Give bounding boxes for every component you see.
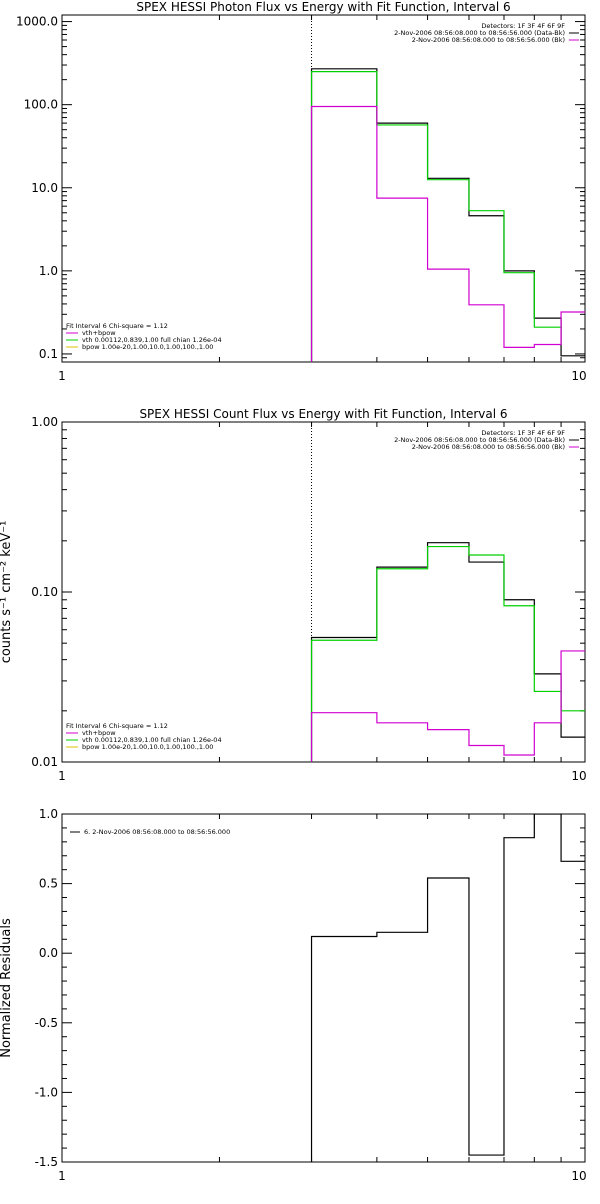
y-tick-label: -1.5: [35, 1155, 58, 1169]
chart-panel-1: SPEX HESSI Photon Flux vs Energy with Fi…: [16, 0, 587, 383]
legend-top-text: Detectors: 1F 3F 4F 6F 9F: [481, 22, 565, 30]
legend-top-text: Detectors: 1F 3F 4F 6F 9F: [481, 429, 565, 437]
legend-top-text: 2-Nov-2006 08:56:08.000 to 08:56:56.000 …: [412, 36, 565, 44]
x-tick-label: 10: [571, 769, 586, 783]
chart-panel-2: SPEX HESSI Count Flux vs Energy with Fit…: [0, 407, 587, 783]
y-tick-label: 0.0: [39, 946, 58, 960]
plot-frame: [61, 14, 586, 363]
legend-bottom-text: vth 0.00112,0.839,1.00 full chian 1.26e-…: [82, 736, 222, 744]
legend-bottom-text: Fit Interval 6 Chi-square = 1.12: [66, 322, 168, 330]
legend-top-text: 2-Nov-2006 08:56:08.000 to 08:56:56.000 …: [394, 29, 565, 37]
y-axis-label: counts s⁻¹ cm⁻² keV⁻¹: [0, 521, 14, 664]
y-tick-label: 0.5: [39, 877, 58, 891]
x-tick-label: 1: [58, 369, 66, 383]
series-line-3: [310, 105, 585, 362]
chart-title: SPEX HESSI Count Flux vs Energy with Fit…: [139, 407, 507, 421]
series-line-2: [310, 545, 585, 762]
series-line-3: [310, 650, 585, 762]
y-tick-label: -1.0: [35, 1085, 58, 1099]
legend-top-text: 2-Nov-2006 08:56:08.000 to 08:56:56.000 …: [412, 443, 565, 451]
legend-bottom-text: vth+bpow: [82, 329, 116, 337]
y-tick-label: 10.0: [31, 181, 58, 195]
y-tick-label: 0.10: [31, 585, 58, 599]
y-tick-label: 1.00: [31, 415, 58, 429]
series-line-1: [310, 814, 585, 1162]
chart-panel-3: 1 10 1.0 0.5 0.0 -0.5 -1.0 -1.5 Normalized Resid…: [0, 807, 587, 1183]
chart-title: SPEX HESSI Photon Flux vs Energy with Fi…: [136, 0, 510, 14]
y-tick-label: 100.0: [24, 98, 58, 112]
legend-bottom-text: bpow 1.00e-20,1.00,10.0,1.00,100.,1.00: [82, 743, 213, 751]
x-tick-label: 10: [571, 369, 586, 383]
y-tick-label: 0.1: [39, 347, 58, 361]
legend-bottom-text: bpow 1.00e-20,1.00,10.0,1.00,100.,1.00: [82, 343, 213, 351]
legend-bottom-text: vth 0.00112,0.839,1.00 full chian 1.26e-…: [82, 336, 222, 344]
plot-frame: [61, 813, 586, 1163]
y-tick-label: 1.0: [39, 264, 58, 278]
y-tick-label: 0.01: [31, 755, 58, 769]
series-line-2: [310, 71, 562, 362]
y-tick-label: 1000.0: [16, 15, 58, 29]
y-tick-label: 1.0: [39, 807, 58, 821]
x-tick-label: 1: [58, 769, 66, 783]
legend-top-text: 2-Nov-2006 08:56:08.000 to 08:56:56.000 …: [394, 436, 565, 444]
plot-frame: [61, 421, 586, 763]
legend-top-text: 6. 2-Nov-2006 08:56:08.000 to 08:56:56.0…: [84, 828, 230, 836]
y-axis-label: Normalized Residuals: [0, 918, 14, 1058]
x-tick-label: 10: [571, 1169, 586, 1183]
legend-bottom-text: vth+bpow: [82, 729, 116, 737]
y-tick-label: -0.5: [35, 1016, 58, 1030]
x-tick-label: 1: [58, 1169, 66, 1183]
series-line-1: [310, 68, 585, 362]
legend-bottom-text: Fit Interval 6 Chi-square = 1.12: [66, 722, 168, 730]
